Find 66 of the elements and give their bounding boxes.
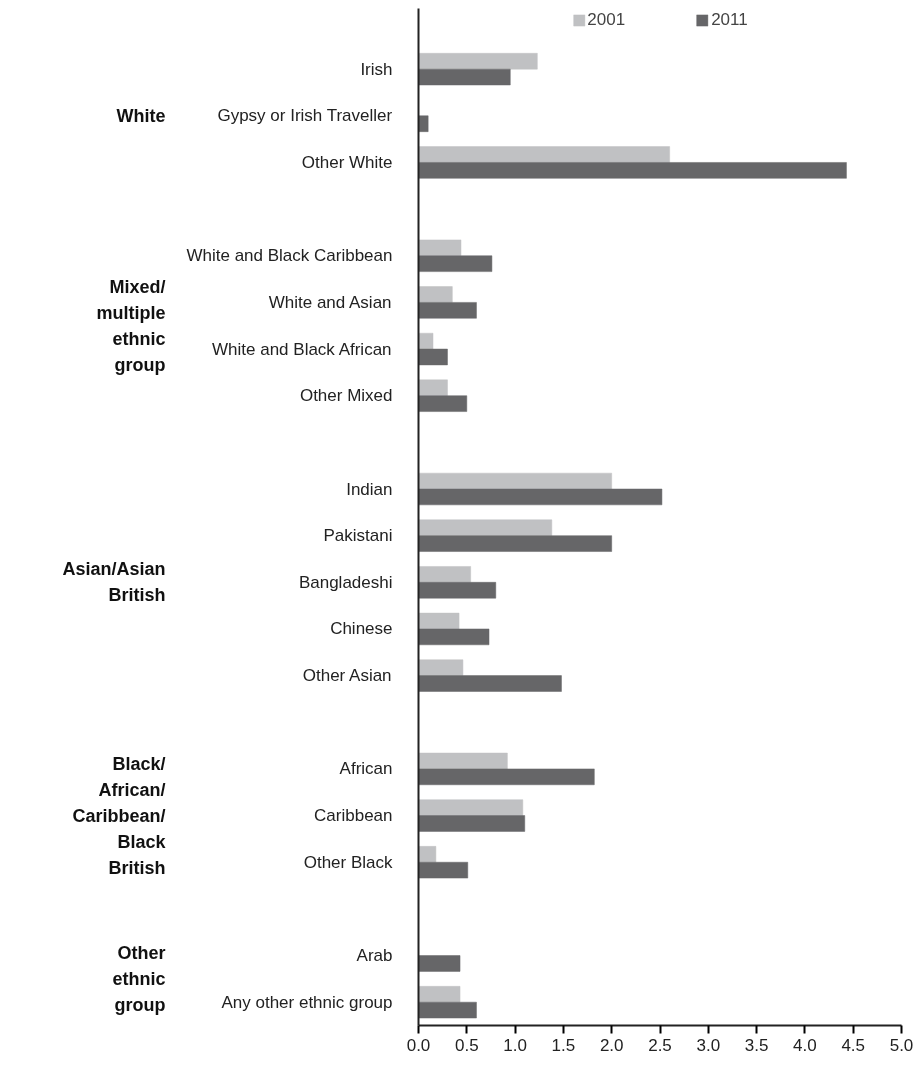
x-tick-label: 0.0: [406, 1035, 431, 1055]
bar: [418, 115, 429, 132]
x-tick-label: 2.5: [648, 1035, 672, 1055]
bar: [418, 612, 460, 630]
x-tick-label: 3.5: [744, 1035, 769, 1055]
y-tick-label: Other Asian: [302, 666, 392, 686]
bar: [418, 768, 595, 786]
y-tick-label: Gypsy or Irish Traveller: [217, 106, 393, 126]
bar: [418, 566, 471, 583]
bar: [418, 395, 468, 412]
y-tick-label: White and Asian: [268, 292, 392, 312]
bar: [418, 861, 469, 879]
bar: [418, 53, 538, 70]
x-tick-label: 2.0: [599, 1035, 624, 1055]
text: Black/African/Caribbean/Black British: [72, 753, 167, 878]
x-tick-label: 4.0: [793, 1035, 817, 1055]
bar: [418, 286, 453, 303]
text: White: [116, 105, 166, 126]
x-tick-label: 4.5: [841, 1035, 866, 1055]
y-tick-label: Bangladeshi: [298, 572, 393, 592]
bar: [418, 675, 562, 692]
bar: [418, 752, 508, 770]
bar: [418, 659, 464, 676]
y-tick-label: Other Mixed: [299, 386, 393, 406]
bar: [418, 815, 526, 832]
bar: [418, 846, 437, 863]
x-tick-label: 1.5: [551, 1035, 576, 1055]
bar: [418, 255, 493, 272]
bar: [418, 348, 448, 366]
y-tick-label: Caribbean: [314, 806, 393, 826]
text: Mixed/multiple ethnic group: [96, 276, 166, 375]
bar: [418, 146, 670, 163]
y-tick-label: African: [339, 759, 393, 779]
bar: [418, 986, 461, 1003]
x-tick-label: 0.5: [454, 1035, 479, 1055]
y-tick-label: Other White: [301, 152, 393, 172]
y-tick-label: Arab: [356, 946, 393, 966]
bar: [418, 535, 612, 552]
bar: [418, 582, 497, 599]
bar: [418, 68, 511, 86]
x-tick-label: 5.0: [889, 1035, 914, 1055]
x-tick-label: 1.0: [503, 1035, 527, 1055]
bar: [418, 472, 612, 490]
bar: [418, 239, 462, 256]
bar: [418, 519, 553, 536]
bar: [418, 488, 663, 506]
y-tick-label: Chinese: [330, 619, 393, 639]
legend-label: 2011: [711, 10, 748, 30]
bar: [418, 1001, 477, 1019]
y-tick-label: Other Black: [303, 852, 393, 872]
bar: [418, 628, 490, 646]
bar: [418, 799, 524, 816]
bar: [418, 162, 847, 179]
y-tick-label: Irish: [360, 59, 393, 79]
y-tick-label: Indian: [346, 479, 393, 499]
text: Asian/Asian British: [62, 559, 166, 606]
y-tick-label: Any other ethnic group: [221, 992, 393, 1012]
text: Other ethnic group: [112, 942, 166, 1015]
x-tick-label: 3.0: [696, 1035, 721, 1055]
y-tick-label: White and Black African: [212, 339, 392, 359]
bar: [418, 379, 448, 396]
bar: [418, 955, 461, 972]
legend-label: 2001: [587, 10, 626, 30]
bar: [418, 302, 477, 319]
y-tick-label: White and Black Caribbean: [186, 246, 393, 266]
y-tick-label: Pakistani: [323, 526, 393, 546]
